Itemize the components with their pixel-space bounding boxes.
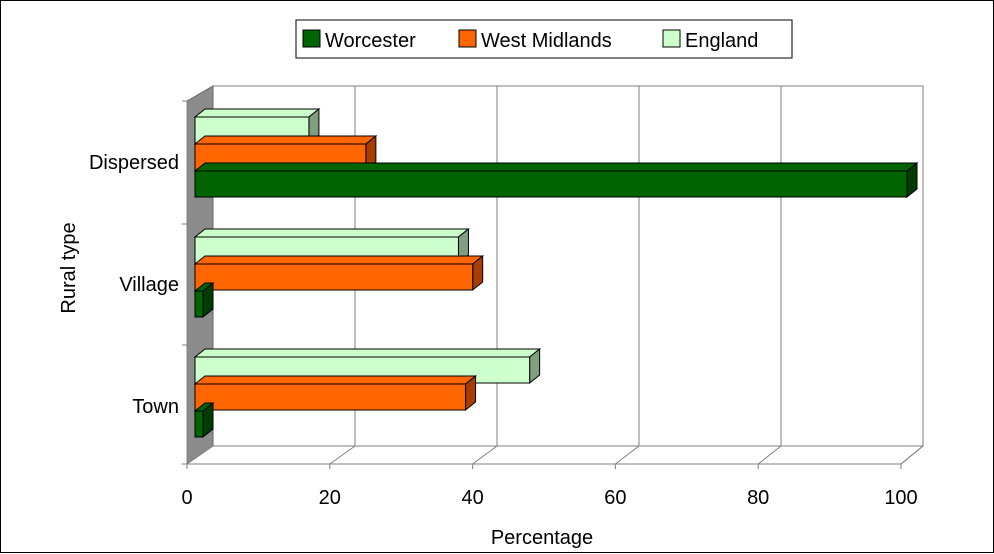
plot-floor bbox=[185, 445, 925, 465]
legend-box bbox=[295, 19, 793, 59]
gridline-floor-20 bbox=[329, 445, 356, 465]
legend-label-england: England bbox=[685, 30, 758, 52]
y-tick-label-dispersed: Dispersed bbox=[89, 152, 179, 174]
y-tick-label-village: Village bbox=[119, 274, 179, 296]
legend-swatch-england bbox=[662, 29, 681, 48]
axes bbox=[182, 100, 901, 465]
legend-swatch-west-midlands bbox=[458, 29, 477, 48]
bar-front-face bbox=[194, 263, 474, 291]
bar-top-face bbox=[193, 108, 321, 118]
x-tick-label-100: 100 bbox=[884, 487, 917, 509]
legend: Worcester West Midlands England bbox=[295, 19, 793, 59]
bar-village-worcester bbox=[193, 281, 215, 319]
x-tick-label-20: 20 bbox=[319, 487, 341, 509]
bar-top-face bbox=[193, 162, 919, 172]
bar-top-face bbox=[193, 255, 485, 265]
gridline-floor-60 bbox=[615, 445, 640, 465]
legend-swatch-worcester bbox=[302, 29, 321, 48]
bar-dispersed-worcester bbox=[193, 161, 919, 199]
x-tick-label-0: 0 bbox=[181, 487, 192, 509]
legend-label-worcester: Worcester bbox=[325, 30, 416, 52]
legend-label-west-midlands: West Midlands bbox=[481, 30, 612, 52]
y-tick-labels: Dispersed Village Town bbox=[89, 152, 179, 418]
bar-front-face bbox=[194, 290, 204, 318]
bar-village-west-midlands bbox=[193, 254, 485, 292]
bar-top-face bbox=[193, 375, 477, 385]
bar-top-face bbox=[193, 228, 470, 238]
bar-front-face bbox=[194, 410, 204, 438]
x-axis-title: Percentage bbox=[491, 527, 593, 549]
x-tick-label-60: 60 bbox=[604, 487, 626, 509]
gridline-floor-80 bbox=[757, 445, 782, 465]
x-tick-labels: 0 20 40 60 80 100 bbox=[181, 464, 918, 509]
gridline-floor-40 bbox=[472, 445, 498, 465]
bar-front-face bbox=[194, 383, 467, 411]
x-tick-label-80: 80 bbox=[747, 487, 769, 509]
bar-front-face bbox=[194, 170, 908, 198]
bar-town-worcester bbox=[193, 401, 215, 439]
bar-top-face bbox=[193, 348, 542, 358]
x-tick-label-40: 40 bbox=[461, 487, 483, 509]
y-tick-label-town: Town bbox=[132, 396, 179, 418]
bar-town-west-midlands bbox=[193, 374, 477, 412]
gridline-floor-100 bbox=[900, 445, 924, 465]
bars bbox=[193, 107, 919, 439]
bar-top-face bbox=[193, 135, 378, 145]
y-axis-title: Rural type bbox=[58, 222, 80, 313]
